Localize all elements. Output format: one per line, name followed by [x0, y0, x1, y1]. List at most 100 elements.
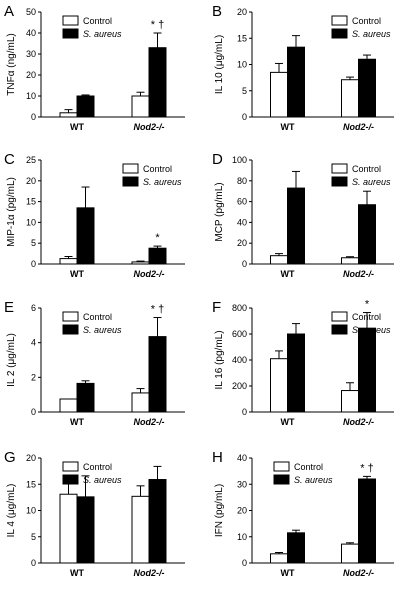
x-category-label: Nod2-/-	[134, 417, 165, 427]
legend-swatch	[331, 311, 348, 322]
panel-letter: E	[4, 299, 14, 316]
y-tick-label: 40	[237, 217, 247, 227]
x-category-label: Nod2-/-	[343, 568, 374, 578]
x-category-label: WT	[70, 417, 84, 427]
y-axis-label: MCP (pg/mL)	[214, 182, 225, 241]
panel-letter: C	[4, 151, 15, 168]
legend-label: S. aureus	[294, 475, 333, 485]
legend-label: Control	[352, 312, 381, 322]
y-tick-label: 4	[31, 338, 36, 348]
bar-s-aureus	[287, 532, 305, 564]
x-category-label: WT	[281, 269, 295, 279]
bar-control	[131, 261, 150, 265]
x-category-label: WT	[281, 122, 295, 132]
bar-control	[59, 493, 78, 564]
x-category-label: WT	[70, 122, 84, 132]
bar-control	[270, 71, 288, 118]
bar-control	[270, 553, 288, 564]
bar-s-aureus	[76, 382, 95, 413]
y-tick-label: 0	[31, 407, 36, 417]
y-tick-label: 5	[31, 238, 36, 248]
x-category-label: WT	[281, 568, 295, 578]
bar-control	[59, 258, 78, 265]
legend-swatch	[122, 176, 139, 187]
y-tick-label: 20	[237, 7, 247, 17]
y-tick-label: 0	[31, 259, 36, 269]
legend-label: Control	[294, 462, 323, 472]
bar-control	[131, 95, 150, 118]
legend: Control S. aureus	[62, 15, 122, 39]
y-tick-label: 10	[237, 532, 247, 542]
legend: Control S. aureus	[62, 461, 122, 485]
y-tick-label: 40	[237, 453, 247, 463]
y-tick-label: 0	[242, 558, 247, 568]
legend-swatch	[62, 15, 79, 26]
legend-label: Control	[83, 16, 112, 26]
significance-marker: *	[155, 232, 160, 244]
panel-f: F 0 200 400 600 800 IL 16 (pg/mL) WT Nod2-/- *Con…	[212, 299, 394, 427]
legend-swatch	[273, 474, 290, 485]
bar-s-aureus	[76, 207, 95, 265]
legend-swatch	[273, 461, 290, 472]
y-tick-label: 100	[232, 155, 247, 165]
legend-label: S. aureus	[352, 177, 391, 187]
y-tick-label: 2	[31, 372, 36, 382]
x-category-label: WT	[70, 568, 84, 578]
panel-letter: D	[212, 151, 223, 168]
x-category-label: Nod2-/-	[343, 122, 374, 132]
panel-e: E 0 2 4 6 IL 2 (μg/mL) WT Nod2-/- * † Control S. a…	[4, 299, 185, 427]
legend-label: S. aureus	[83, 475, 122, 485]
y-tick-label: 0	[31, 558, 36, 568]
bar-control	[341, 257, 359, 265]
y-tick-label: 40	[26, 28, 36, 38]
y-axis-label: TNFα (ng/mL)	[6, 33, 17, 95]
bar-s-aureus	[358, 204, 376, 265]
panel-b: B 0 5 10 15 20 IL 10 (μg/mL) WT Nod2-/- Control S.…	[212, 3, 394, 132]
legend-label: Control	[143, 164, 172, 174]
bar-control	[341, 79, 359, 118]
y-tick-label: 10	[26, 217, 36, 227]
y-tick-label: 800	[232, 303, 247, 313]
y-tick-label: 10	[26, 506, 36, 516]
bar-control	[270, 255, 288, 265]
legend: Control S. aureus	[122, 163, 182, 187]
legend: Control S. aureus	[273, 461, 333, 485]
legend-swatch	[62, 324, 79, 335]
bar-s-aureus	[148, 47, 167, 118]
panel-d: D 0 20 40 60 80 100 MCP (pg/mL) WT Nod2-/- Control…	[212, 151, 394, 279]
bar-s-aureus	[358, 478, 376, 564]
y-axis-label: IL 2 (μg/mL)	[6, 333, 17, 387]
y-tick-label: 30	[26, 49, 36, 59]
y-tick-label: 15	[26, 479, 36, 489]
legend: Control S. aureus	[62, 311, 122, 335]
y-tick-label: 80	[237, 176, 247, 186]
legend-swatch	[62, 311, 79, 322]
bar-s-aureus	[287, 187, 305, 265]
y-tick-label: 0	[31, 112, 36, 122]
significance-marker: * †	[151, 19, 164, 31]
y-tick-label: 15	[26, 197, 36, 207]
legend-label: Control	[83, 462, 112, 472]
legend-swatch	[331, 324, 348, 335]
y-axis-label: IFN (pg/mL)	[214, 484, 225, 537]
bar-s-aureus	[287, 333, 305, 413]
y-tick-label: 400	[232, 355, 247, 365]
legend-label: S. aureus	[83, 325, 122, 335]
significance-marker: * †	[151, 304, 164, 316]
y-tick-label: 50	[26, 7, 36, 17]
y-tick-label: 0	[242, 407, 247, 417]
legend-label: S. aureus	[143, 177, 182, 187]
panel-letter: G	[4, 449, 16, 466]
y-tick-label: 20	[26, 453, 36, 463]
significance-marker: *	[365, 299, 370, 311]
y-axis-label: IL 4 (μg/mL)	[6, 484, 17, 538]
y-tick-label: 30	[237, 479, 247, 489]
y-axis-label: IL 16 (pg/mL)	[214, 330, 225, 389]
y-tick-label: 15	[237, 33, 247, 43]
y-tick-label: 25	[26, 155, 36, 165]
y-tick-label: 10	[237, 60, 247, 70]
y-tick-label: 600	[232, 329, 247, 339]
y-tick-label: 5	[31, 532, 36, 542]
panel-letter: F	[212, 299, 221, 316]
significance-marker: * †	[360, 462, 373, 474]
